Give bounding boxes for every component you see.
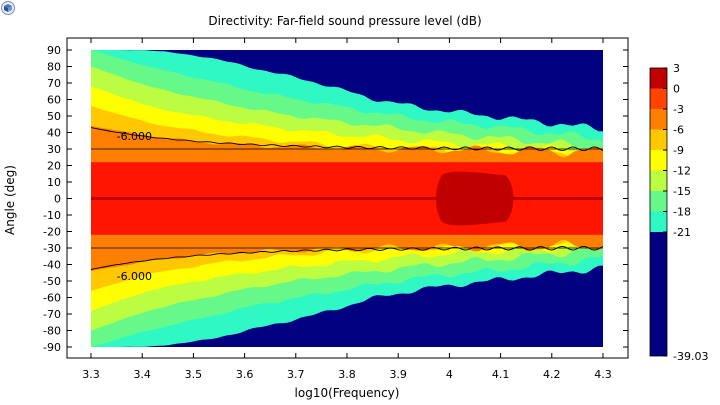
app-logo-icon xyxy=(1,1,15,15)
x-axis: 3.3 3.4 3.5 3.6 3.7 3.8 3.9 4 4.1 4.2 4.3 xyxy=(82,38,612,381)
x-axis-label: log10(Frequency) xyxy=(295,386,400,400)
x-tick-label: 3.9 xyxy=(389,368,407,381)
sound-pressure-field xyxy=(91,50,603,347)
colorbar-tick-label: -9 xyxy=(673,144,684,157)
x-tick-label: 3.7 xyxy=(287,368,305,381)
colorbar-tick-label: -3 xyxy=(673,103,684,116)
contour-line-top xyxy=(90,127,604,152)
chart-title: Directivity: Far-field sound pressure le… xyxy=(208,14,481,28)
colorbar-band xyxy=(650,129,667,150)
contour-label: -6.000 xyxy=(117,270,152,283)
contour-line-bottom xyxy=(90,245,604,270)
colorbar-band xyxy=(650,191,667,212)
y-tick-label: -90 xyxy=(43,341,61,354)
colorbar-band xyxy=(650,109,667,130)
y-tick-label: -40 xyxy=(43,259,61,272)
colorbar-band xyxy=(650,170,667,191)
colorbar: 3 0 -3 -6 -9 -12 -15 -18 -21 -39.03 xyxy=(649,62,708,363)
y-axis: 90 80 70 60 50 40 30 20 10 0 -10 -20 -30 -40 -50 -60 -70… xyxy=(43,44,628,354)
y-tick-label: -30 xyxy=(43,242,61,255)
colorbar-tick-label: -18 xyxy=(673,206,691,219)
y-tick-label: 30 xyxy=(47,143,61,156)
y-tick-label: 80 xyxy=(47,61,61,74)
y-tick-label: -70 xyxy=(43,308,61,321)
colorbar-tick-label: 0 xyxy=(673,83,680,96)
colorbar-band xyxy=(650,88,667,109)
contour-label: -6.000 xyxy=(117,130,152,143)
colorbar-tick-label: -6 xyxy=(673,124,684,137)
y-tick-label: 60 xyxy=(47,94,61,107)
colorbar-tick-label: -15 xyxy=(673,185,691,198)
y-tick-label: 0 xyxy=(54,193,61,206)
y-tick-label: 20 xyxy=(47,160,61,173)
y-tick-label: 90 xyxy=(47,44,61,57)
colorbar-band xyxy=(650,232,667,356)
y-axis-label: Angle (deg) xyxy=(3,165,17,235)
x-tick-label: 4 xyxy=(446,368,453,381)
x-tick-label: 3.3 xyxy=(82,368,100,381)
x-tick-label: 3.8 xyxy=(338,368,356,381)
contour-lines: -6.000 -6.000 xyxy=(90,127,604,283)
x-tick-label: 3.5 xyxy=(185,368,203,381)
x-tick-label: 4.2 xyxy=(543,368,561,381)
y-tick-label: 10 xyxy=(47,176,61,189)
y-tick-label: -10 xyxy=(43,209,61,222)
y-tick-label: -80 xyxy=(43,325,61,338)
colorbar-tick-label: 3 xyxy=(673,62,680,75)
colorbar-band xyxy=(650,211,667,232)
x-tick-label: 4.1 xyxy=(492,368,510,381)
y-tick-label: 50 xyxy=(47,110,61,123)
x-tick-label: 3.6 xyxy=(236,368,254,381)
y-tick-label: -20 xyxy=(43,226,61,239)
colorbar-band xyxy=(650,150,667,171)
colorbar-tick-label: -39.03 xyxy=(673,350,708,363)
y-tick-label: 40 xyxy=(47,127,61,140)
colorbar-top-band xyxy=(650,68,667,89)
colorbar-tick-label: -12 xyxy=(673,165,691,178)
y-tick-label: -60 xyxy=(43,292,61,305)
colorbar-tick-label: -21 xyxy=(673,226,691,239)
x-tick-label: 4.3 xyxy=(594,368,612,381)
y-tick-label: -50 xyxy=(43,275,61,288)
y-tick-label: 70 xyxy=(47,77,61,90)
x-tick-label: 3.4 xyxy=(133,368,151,381)
